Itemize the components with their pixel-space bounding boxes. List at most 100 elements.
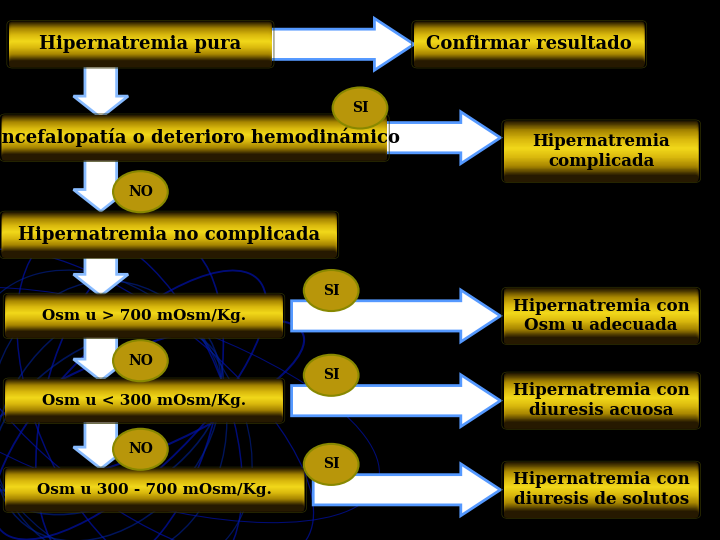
FancyBboxPatch shape xyxy=(504,306,698,313)
FancyBboxPatch shape xyxy=(504,324,698,332)
FancyBboxPatch shape xyxy=(6,302,283,309)
FancyBboxPatch shape xyxy=(414,42,644,49)
FancyBboxPatch shape xyxy=(414,55,644,62)
FancyBboxPatch shape xyxy=(5,498,305,505)
FancyBboxPatch shape xyxy=(1,223,337,230)
FancyBboxPatch shape xyxy=(414,53,644,60)
FancyBboxPatch shape xyxy=(9,42,272,49)
FancyBboxPatch shape xyxy=(414,30,644,37)
FancyBboxPatch shape xyxy=(6,325,283,332)
FancyBboxPatch shape xyxy=(504,293,698,300)
FancyBboxPatch shape xyxy=(504,330,698,338)
FancyBboxPatch shape xyxy=(6,327,283,334)
FancyBboxPatch shape xyxy=(504,374,698,382)
FancyBboxPatch shape xyxy=(1,251,337,258)
FancyBboxPatch shape xyxy=(6,314,283,321)
FancyBboxPatch shape xyxy=(504,124,698,131)
FancyBboxPatch shape xyxy=(504,157,698,164)
FancyBboxPatch shape xyxy=(6,414,283,421)
FancyBboxPatch shape xyxy=(504,384,698,392)
FancyBboxPatch shape xyxy=(2,128,387,135)
FancyBboxPatch shape xyxy=(1,233,337,240)
FancyBboxPatch shape xyxy=(6,306,283,313)
FancyBboxPatch shape xyxy=(504,126,698,134)
FancyBboxPatch shape xyxy=(504,321,698,328)
FancyBboxPatch shape xyxy=(2,131,387,138)
FancyBboxPatch shape xyxy=(9,45,272,52)
FancyBboxPatch shape xyxy=(504,407,698,414)
FancyBboxPatch shape xyxy=(504,392,698,399)
FancyBboxPatch shape xyxy=(504,379,698,387)
FancyBboxPatch shape xyxy=(504,137,698,145)
FancyBboxPatch shape xyxy=(414,52,644,59)
FancyBboxPatch shape xyxy=(9,36,272,43)
Text: Hipernatremia pura: Hipernatremia pura xyxy=(40,35,241,53)
FancyBboxPatch shape xyxy=(1,225,337,232)
FancyBboxPatch shape xyxy=(504,497,698,504)
FancyBboxPatch shape xyxy=(504,143,698,151)
FancyBboxPatch shape xyxy=(504,129,698,137)
FancyBboxPatch shape xyxy=(1,230,337,237)
FancyBboxPatch shape xyxy=(6,387,283,394)
FancyBboxPatch shape xyxy=(2,119,387,126)
FancyBboxPatch shape xyxy=(504,502,698,509)
FancyBboxPatch shape xyxy=(9,25,272,32)
FancyBboxPatch shape xyxy=(414,43,644,50)
FancyBboxPatch shape xyxy=(6,388,283,395)
FancyBboxPatch shape xyxy=(504,491,698,498)
Text: Hipernatremia no complicada: Hipernatremia no complicada xyxy=(18,226,320,244)
FancyBboxPatch shape xyxy=(6,300,283,307)
FancyBboxPatch shape xyxy=(504,171,698,178)
Text: Hipernatremia con
diuresis acuosa: Hipernatremia con diuresis acuosa xyxy=(513,382,690,419)
FancyBboxPatch shape xyxy=(6,416,283,423)
FancyBboxPatch shape xyxy=(1,235,337,242)
FancyBboxPatch shape xyxy=(6,387,283,394)
FancyBboxPatch shape xyxy=(504,404,698,411)
FancyBboxPatch shape xyxy=(504,475,698,482)
FancyBboxPatch shape xyxy=(504,328,698,335)
FancyBboxPatch shape xyxy=(2,118,387,125)
FancyBboxPatch shape xyxy=(9,32,272,39)
Polygon shape xyxy=(73,157,128,211)
FancyBboxPatch shape xyxy=(414,38,644,45)
FancyBboxPatch shape xyxy=(504,467,698,474)
FancyBboxPatch shape xyxy=(504,312,698,319)
FancyBboxPatch shape xyxy=(2,132,387,139)
FancyBboxPatch shape xyxy=(504,481,698,488)
FancyBboxPatch shape xyxy=(504,480,698,487)
FancyBboxPatch shape xyxy=(2,121,387,128)
FancyBboxPatch shape xyxy=(5,472,305,479)
FancyBboxPatch shape xyxy=(504,301,698,308)
FancyBboxPatch shape xyxy=(504,299,698,307)
FancyBboxPatch shape xyxy=(9,35,272,42)
FancyBboxPatch shape xyxy=(414,29,644,37)
FancyBboxPatch shape xyxy=(414,35,644,42)
FancyBboxPatch shape xyxy=(504,150,698,157)
FancyBboxPatch shape xyxy=(504,317,698,324)
FancyBboxPatch shape xyxy=(6,383,283,390)
FancyBboxPatch shape xyxy=(504,496,698,503)
FancyBboxPatch shape xyxy=(6,316,283,323)
FancyBboxPatch shape xyxy=(504,418,698,425)
FancyBboxPatch shape xyxy=(6,310,283,317)
FancyBboxPatch shape xyxy=(1,217,337,224)
FancyBboxPatch shape xyxy=(6,382,283,389)
FancyBboxPatch shape xyxy=(9,29,272,37)
FancyBboxPatch shape xyxy=(5,468,305,475)
FancyBboxPatch shape xyxy=(414,60,644,68)
FancyBboxPatch shape xyxy=(2,154,387,161)
FancyBboxPatch shape xyxy=(504,302,698,309)
FancyBboxPatch shape xyxy=(504,147,698,154)
FancyBboxPatch shape xyxy=(6,331,283,338)
FancyBboxPatch shape xyxy=(504,484,698,492)
FancyBboxPatch shape xyxy=(9,28,272,35)
FancyBboxPatch shape xyxy=(504,476,698,483)
FancyBboxPatch shape xyxy=(6,398,283,405)
FancyBboxPatch shape xyxy=(1,234,337,241)
FancyBboxPatch shape xyxy=(504,164,698,171)
FancyBboxPatch shape xyxy=(5,481,305,488)
FancyBboxPatch shape xyxy=(504,152,698,160)
FancyBboxPatch shape xyxy=(9,22,272,30)
FancyBboxPatch shape xyxy=(504,505,698,513)
FancyBboxPatch shape xyxy=(6,410,283,417)
